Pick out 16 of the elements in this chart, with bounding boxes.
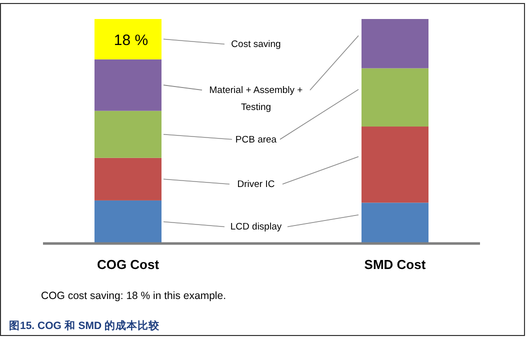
x-tick-label: SMD Cost (364, 257, 426, 272)
bar (362, 202, 428, 243)
bar (362, 19, 428, 68)
text: PCB area (235, 134, 278, 146)
bar (94, 200, 162, 243)
bar (94, 19, 162, 60)
x-tick-label: COG Cost (96, 257, 160, 272)
data-label: 18 % (114, 32, 148, 50)
caption: 图15. COG 和 SMD 的成本比较 (9, 319, 161, 332)
bar (94, 158, 162, 200)
bar (362, 126, 428, 203)
bar (94, 110, 162, 158)
bar (94, 59, 162, 111)
text: Material + Assembly + Testing (209, 85, 303, 114)
bar (362, 68, 428, 127)
text: COG cost saving: 18 % in this example. (41, 290, 226, 302)
